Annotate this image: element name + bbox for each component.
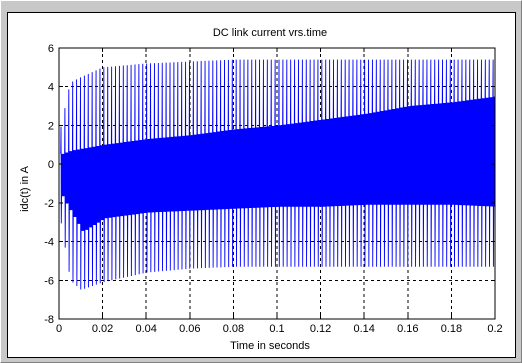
- x-tick-label-4: 0.08: [223, 323, 244, 335]
- y-tick-label-6: 4: [48, 82, 54, 94]
- x-tick-label-9: 0.18: [441, 323, 462, 335]
- x-tick-label-2: 0.04: [135, 323, 156, 335]
- x-tick-label-5: 0.1: [269, 323, 284, 335]
- y-axis-label: idc(t) in A: [19, 165, 31, 212]
- line-chart: 0 0.02 0.04 0.06 0.08 0.1 0.12 0.14 0.16 0.18 0.2 -…: [19, 27, 503, 352]
- x-tick-label-1: 0.02: [92, 323, 113, 335]
- x-tick-label-7: 0.14: [353, 323, 374, 335]
- x-tick-label-10: 0.2: [487, 323, 502, 335]
- x-axis-label: Time in seconds: [230, 340, 310, 352]
- figure-canvas: 0 0.02 0.04 0.06 0.08 0.1 0.12 0.14 0.16 0.18 0.2 -…: [7, 12, 516, 358]
- chart-title: DC link current vrs.time: [213, 27, 327, 39]
- ticks: 0 0.02 0.04 0.06 0.08 0.1 0.12 0.14 0.16 0.18 0.2 -…: [44, 43, 502, 335]
- y-tick-label-3: -2: [44, 198, 54, 210]
- y-tick-label-0: -8: [44, 314, 54, 326]
- x-tick-label-0: 0: [56, 323, 62, 335]
- y-tick-label-4: 0: [48, 159, 54, 171]
- y-tick-label-1: -6: [44, 275, 54, 287]
- y-tick-label-5: 2: [48, 120, 54, 132]
- y-tick-label-2: -4: [44, 237, 54, 249]
- x-tick-label-6: 0.12: [310, 323, 331, 335]
- y-tick-label-7: 6: [48, 43, 54, 55]
- x-tick-label-8: 0.16: [397, 323, 418, 335]
- x-tick-label-3: 0.06: [179, 323, 200, 335]
- series-line: [60, 59, 495, 290]
